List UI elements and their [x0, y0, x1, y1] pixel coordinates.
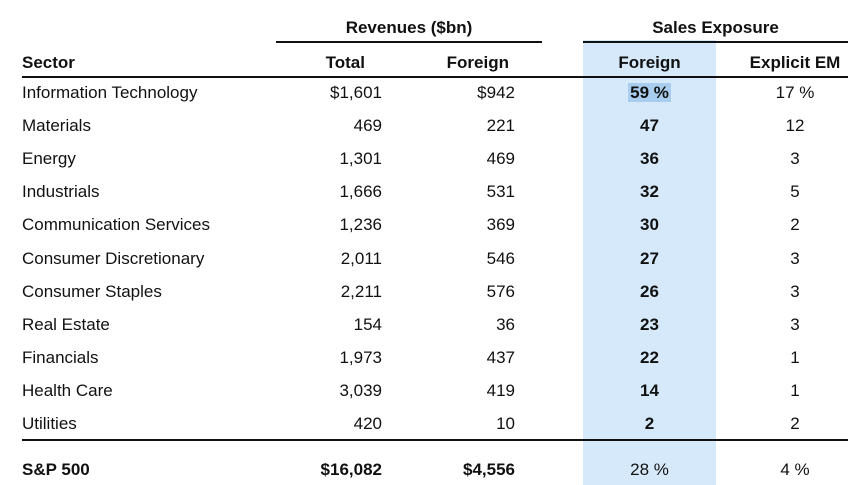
explicit-em: 3 [790, 149, 800, 168]
total-revenue: 1,666 [339, 182, 382, 201]
sector-name: Utilities [22, 414, 77, 433]
revenues-header-rule [276, 41, 542, 43]
sector-name: Consumer Discretionary [22, 249, 205, 268]
explicit-em: 1 [790, 381, 800, 400]
explicit-em: 17 % [775, 83, 815, 102]
sector-name: Information Technology [22, 83, 198, 102]
total-explicit-em: 4 % [780, 460, 810, 479]
foreign-exposure: 22 [640, 348, 659, 367]
foreign-exposure: 32 [640, 182, 659, 201]
total-column-header: Total [325, 53, 365, 72]
foreign-revenue: 469 [486, 149, 515, 168]
sector-column-header: Sector [22, 53, 75, 72]
explicit-em: 3 [790, 315, 800, 334]
total-revenue: $16,082 [320, 460, 382, 479]
explicit-em: 2 [790, 414, 800, 433]
total-revenue: 1,301 [339, 149, 382, 168]
sector-name: Materials [22, 116, 91, 135]
total-foreign-revenue: $4,556 [463, 460, 515, 479]
sector-name: Health Care [22, 381, 113, 400]
explicit-em: 3 [790, 282, 800, 301]
foreign-revenue-column-header: Foreign [446, 53, 509, 72]
foreign-revenue: 369 [486, 215, 515, 234]
foreign-revenue: 437 [486, 348, 515, 367]
foreign-revenue: 576 [486, 282, 515, 301]
sector-name: Real Estate [22, 315, 110, 334]
sector-name: Communication Services [22, 215, 211, 234]
foreign-exposure: 27 [640, 249, 659, 268]
foreign-exposure: 14 [640, 381, 659, 400]
foreign-exposure: 36 [640, 149, 659, 168]
total-revenue: 154 [353, 315, 382, 334]
column-header-rule [22, 76, 848, 78]
sector-name: Consumer Staples [22, 282, 162, 301]
foreign-exposure: 47 [640, 116, 659, 135]
total-revenue: 469 [353, 116, 382, 135]
foreign-exposure: 23 [640, 315, 659, 334]
total-revenue: 3,039 [339, 381, 382, 400]
total-revenue: 1,236 [339, 215, 382, 234]
foreign-revenue: 221 [486, 116, 515, 135]
foreign-exposure: 30 [640, 215, 659, 234]
foreign-revenue: $942 [477, 83, 515, 102]
sector-name: Energy [22, 149, 76, 168]
sales-exposure-group-header: Sales Exposure [652, 18, 779, 37]
explicit-em: 3 [790, 249, 800, 268]
total-sector: S&P 500 [22, 460, 90, 479]
total-foreign-exposure: 28 % [630, 460, 669, 479]
total-revenue: 2,011 [340, 249, 382, 268]
foreign-revenue: 36 [496, 315, 515, 334]
explicit-em: 2 [790, 215, 800, 234]
explicit-em: 1 [790, 348, 800, 367]
foreign-exposure: 26 [640, 282, 659, 301]
total-separator-rule [22, 439, 848, 441]
revenues-group-header: Revenues ($bn) [345, 18, 473, 37]
total-revenue: 420 [353, 414, 382, 433]
foreign-revenue: 531 [486, 182, 515, 201]
foreign-exposure-selected: 59 % [628, 83, 671, 102]
foreign-revenue: 419 [486, 381, 515, 400]
foreign-revenue: 10 [496, 414, 515, 433]
foreign-exposure-column-header: Foreign [618, 53, 681, 72]
total-revenue: 2,211 [340, 282, 382, 301]
total-revenue: $1,601 [330, 83, 382, 102]
explicit-em: 5 [790, 182, 800, 201]
total-revenue: 1,973 [339, 348, 382, 367]
foreign-exposure: 59 % [583, 83, 716, 103]
sales-exposure-header-rule [583, 41, 848, 43]
explicit-em-column-header: Explicit EM [749, 53, 841, 72]
foreign-exposure-highlight [583, 40, 716, 485]
sector-name: Industrials [22, 182, 100, 201]
explicit-em: 12 [785, 116, 805, 135]
foreign-exposure: 2 [644, 414, 655, 433]
sector-name: Financials [22, 348, 99, 367]
foreign-revenue: 546 [486, 249, 515, 268]
